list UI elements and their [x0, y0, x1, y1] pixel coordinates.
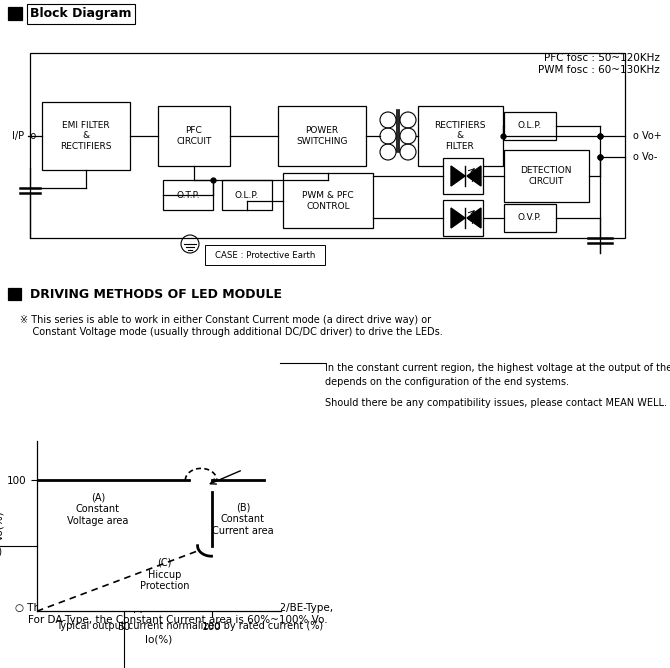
Bar: [283, 173, 373, 228]
Text: CASE : Protective Earth: CASE : Protective Earth: [215, 250, 315, 259]
Text: (B)
Constant
Current area: (B) Constant Current area: [212, 503, 274, 536]
Bar: [504, 150, 589, 202]
Text: (C)
Hiccup
Protection: (C) Hiccup Protection: [139, 558, 189, 591]
Text: ※ This series is able to work in either Constant Current mode (a direct drive wa: ※ This series is able to work in either …: [20, 315, 443, 337]
Bar: [222, 180, 272, 210]
Text: ○ This characteristic applies to Blank/A/B/AB/DX/D2/BE-Type,
    For DA-Type, th: ○ This characteristic applies to Blank/A…: [15, 603, 333, 625]
Bar: [504, 204, 556, 232]
Text: o Vo+: o Vo+: [633, 131, 662, 141]
Bar: [504, 112, 556, 140]
Text: o Vo-: o Vo-: [633, 152, 657, 162]
Text: O.T.P.: O.T.P.: [176, 190, 200, 200]
Text: PFC fosc : 50~120KHz
PWM fosc : 60~130KHz: PFC fosc : 50~120KHz PWM fosc : 60~130KH…: [538, 53, 660, 75]
Bar: [8, 7, 22, 20]
Text: Block Diagram: Block Diagram: [30, 7, 131, 21]
Bar: [158, 106, 230, 166]
Bar: [205, 245, 325, 265]
Text: (A)
Constant
Voltage area: (A) Constant Voltage area: [67, 492, 129, 526]
Text: Typical output current normalized by rated current (%): Typical output current normalized by rat…: [56, 621, 324, 631]
Text: 50
(min.): 50 (min.): [0, 535, 3, 556]
Y-axis label: Vo(%): Vo(%): [0, 511, 4, 541]
Text: DRIVING METHODS OF LED MODULE: DRIVING METHODS OF LED MODULE: [30, 287, 282, 301]
Text: depends on the configuration of the end systems.: depends on the configuration of the end …: [325, 377, 569, 387]
Text: I/P  o: I/P o: [12, 131, 36, 141]
Text: PFC
CIRCUIT: PFC CIRCUIT: [176, 126, 212, 146]
Bar: [8, 288, 21, 300]
Text: POWER
SWITCHING: POWER SWITCHING: [296, 126, 348, 146]
Text: In the constant current region, the highest voltage at the output of the driver: In the constant current region, the high…: [325, 363, 670, 373]
Text: Should there be any compatibility issues, please contact MEAN WELL.: Should there be any compatibility issues…: [325, 398, 667, 408]
Text: DETECTION
CIRCUIT: DETECTION CIRCUIT: [520, 166, 572, 186]
Text: O.L.P.: O.L.P.: [518, 122, 542, 130]
Polygon shape: [451, 208, 465, 228]
Text: O.V.P.: O.V.P.: [518, 214, 542, 222]
Text: PWM & PFC
CONTROL: PWM & PFC CONTROL: [302, 191, 354, 210]
Polygon shape: [467, 166, 481, 186]
Bar: [443, 200, 483, 236]
Bar: [418, 106, 503, 166]
Bar: [278, 106, 366, 166]
Bar: [42, 102, 130, 170]
Text: RECTIFIERS
&
FILTER: RECTIFIERS & FILTER: [434, 121, 486, 151]
Polygon shape: [451, 166, 465, 186]
Bar: [443, 158, 483, 194]
Bar: [163, 180, 213, 210]
Text: O.L.P.: O.L.P.: [235, 190, 259, 200]
Text: EMI FILTER
&
RECTIFIERS: EMI FILTER & RECTIFIERS: [60, 121, 112, 151]
Polygon shape: [467, 208, 481, 228]
Bar: [30, 53, 625, 238]
X-axis label: Io(%): Io(%): [145, 635, 173, 645]
